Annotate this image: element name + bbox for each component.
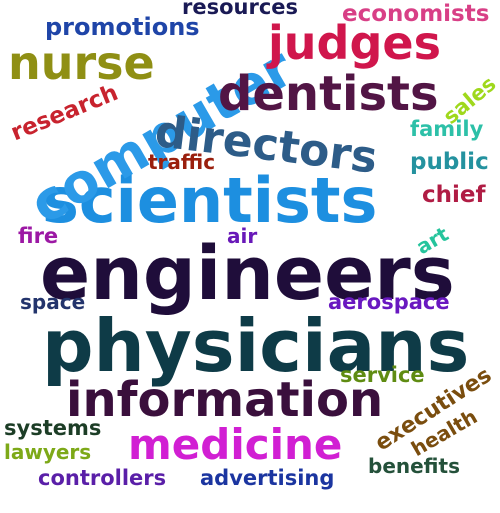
word-systems: systems [4,416,102,440]
word-nurse: nurse [8,36,155,90]
word-lawyers: lawyers [4,440,92,464]
word-chief: chief [422,182,486,208]
word-fire: fire [18,224,59,248]
word-engineers: engineers [40,231,455,317]
word-economists: economists [342,1,490,27]
word-promotions: promotions [45,13,200,41]
word-air: air [227,224,258,248]
word-traffic: traffic [148,150,216,174]
word-resources: resources [182,0,299,19]
word-scientists: scientists [42,164,378,237]
word-benefits: benefits [368,454,460,478]
word-dentists: dentists [218,66,439,122]
word-public: public [410,149,489,175]
word-aerospace: aerospace [328,290,450,314]
word-advertising: advertising [200,466,335,490]
word-information: information [66,372,384,428]
word-controllers: controllers [38,466,167,490]
word-family: family [410,117,484,141]
word-physicians: physicians [42,304,470,388]
word-medicine: medicine [128,420,343,469]
word-judges: judges [268,16,441,70]
word-space: space [20,290,86,314]
word-service: service [340,363,425,387]
